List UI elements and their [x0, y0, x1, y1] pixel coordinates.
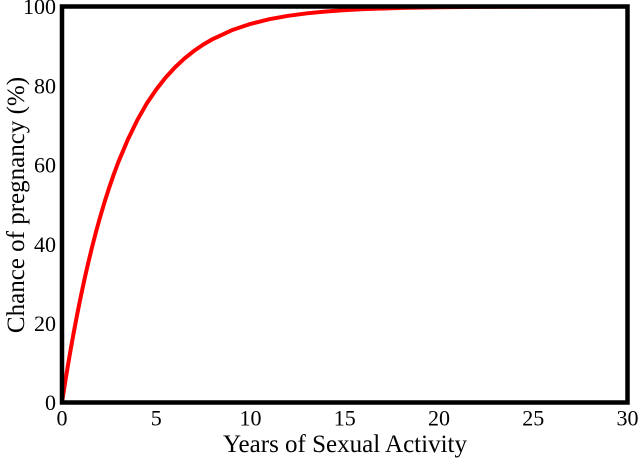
x-tick-label: 15	[334, 406, 356, 431]
plot-frame	[59, 4, 630, 405]
y-axis-tick-labels: 0 20 40 60 80 100	[23, 0, 56, 415]
x-tick-label: 20	[428, 406, 450, 431]
x-tick-label: 5	[151, 406, 162, 431]
x-tick-label: 30	[617, 406, 639, 431]
x-axis-title: Years of Sexual Activity	[223, 431, 467, 458]
x-axis-tick-labels: 0 5 10 15 20 25 30	[57, 406, 639, 431]
y-tick-label: 0	[45, 390, 56, 415]
x-tick-label: 25	[522, 406, 544, 431]
x-tick-label: 0	[57, 406, 68, 431]
y-tick-label: 80	[34, 73, 56, 98]
x-tick-label: 10	[240, 406, 262, 431]
pregnancy-curve-line	[60, 4, 630, 405]
y-tick-label: 60	[34, 153, 56, 178]
y-tick-label: 40	[34, 232, 56, 257]
y-tick-label: 100	[23, 0, 56, 19]
y-tick-label: 20	[34, 311, 56, 336]
y-axis-title: Chance of pregnancy (%)	[3, 77, 30, 333]
